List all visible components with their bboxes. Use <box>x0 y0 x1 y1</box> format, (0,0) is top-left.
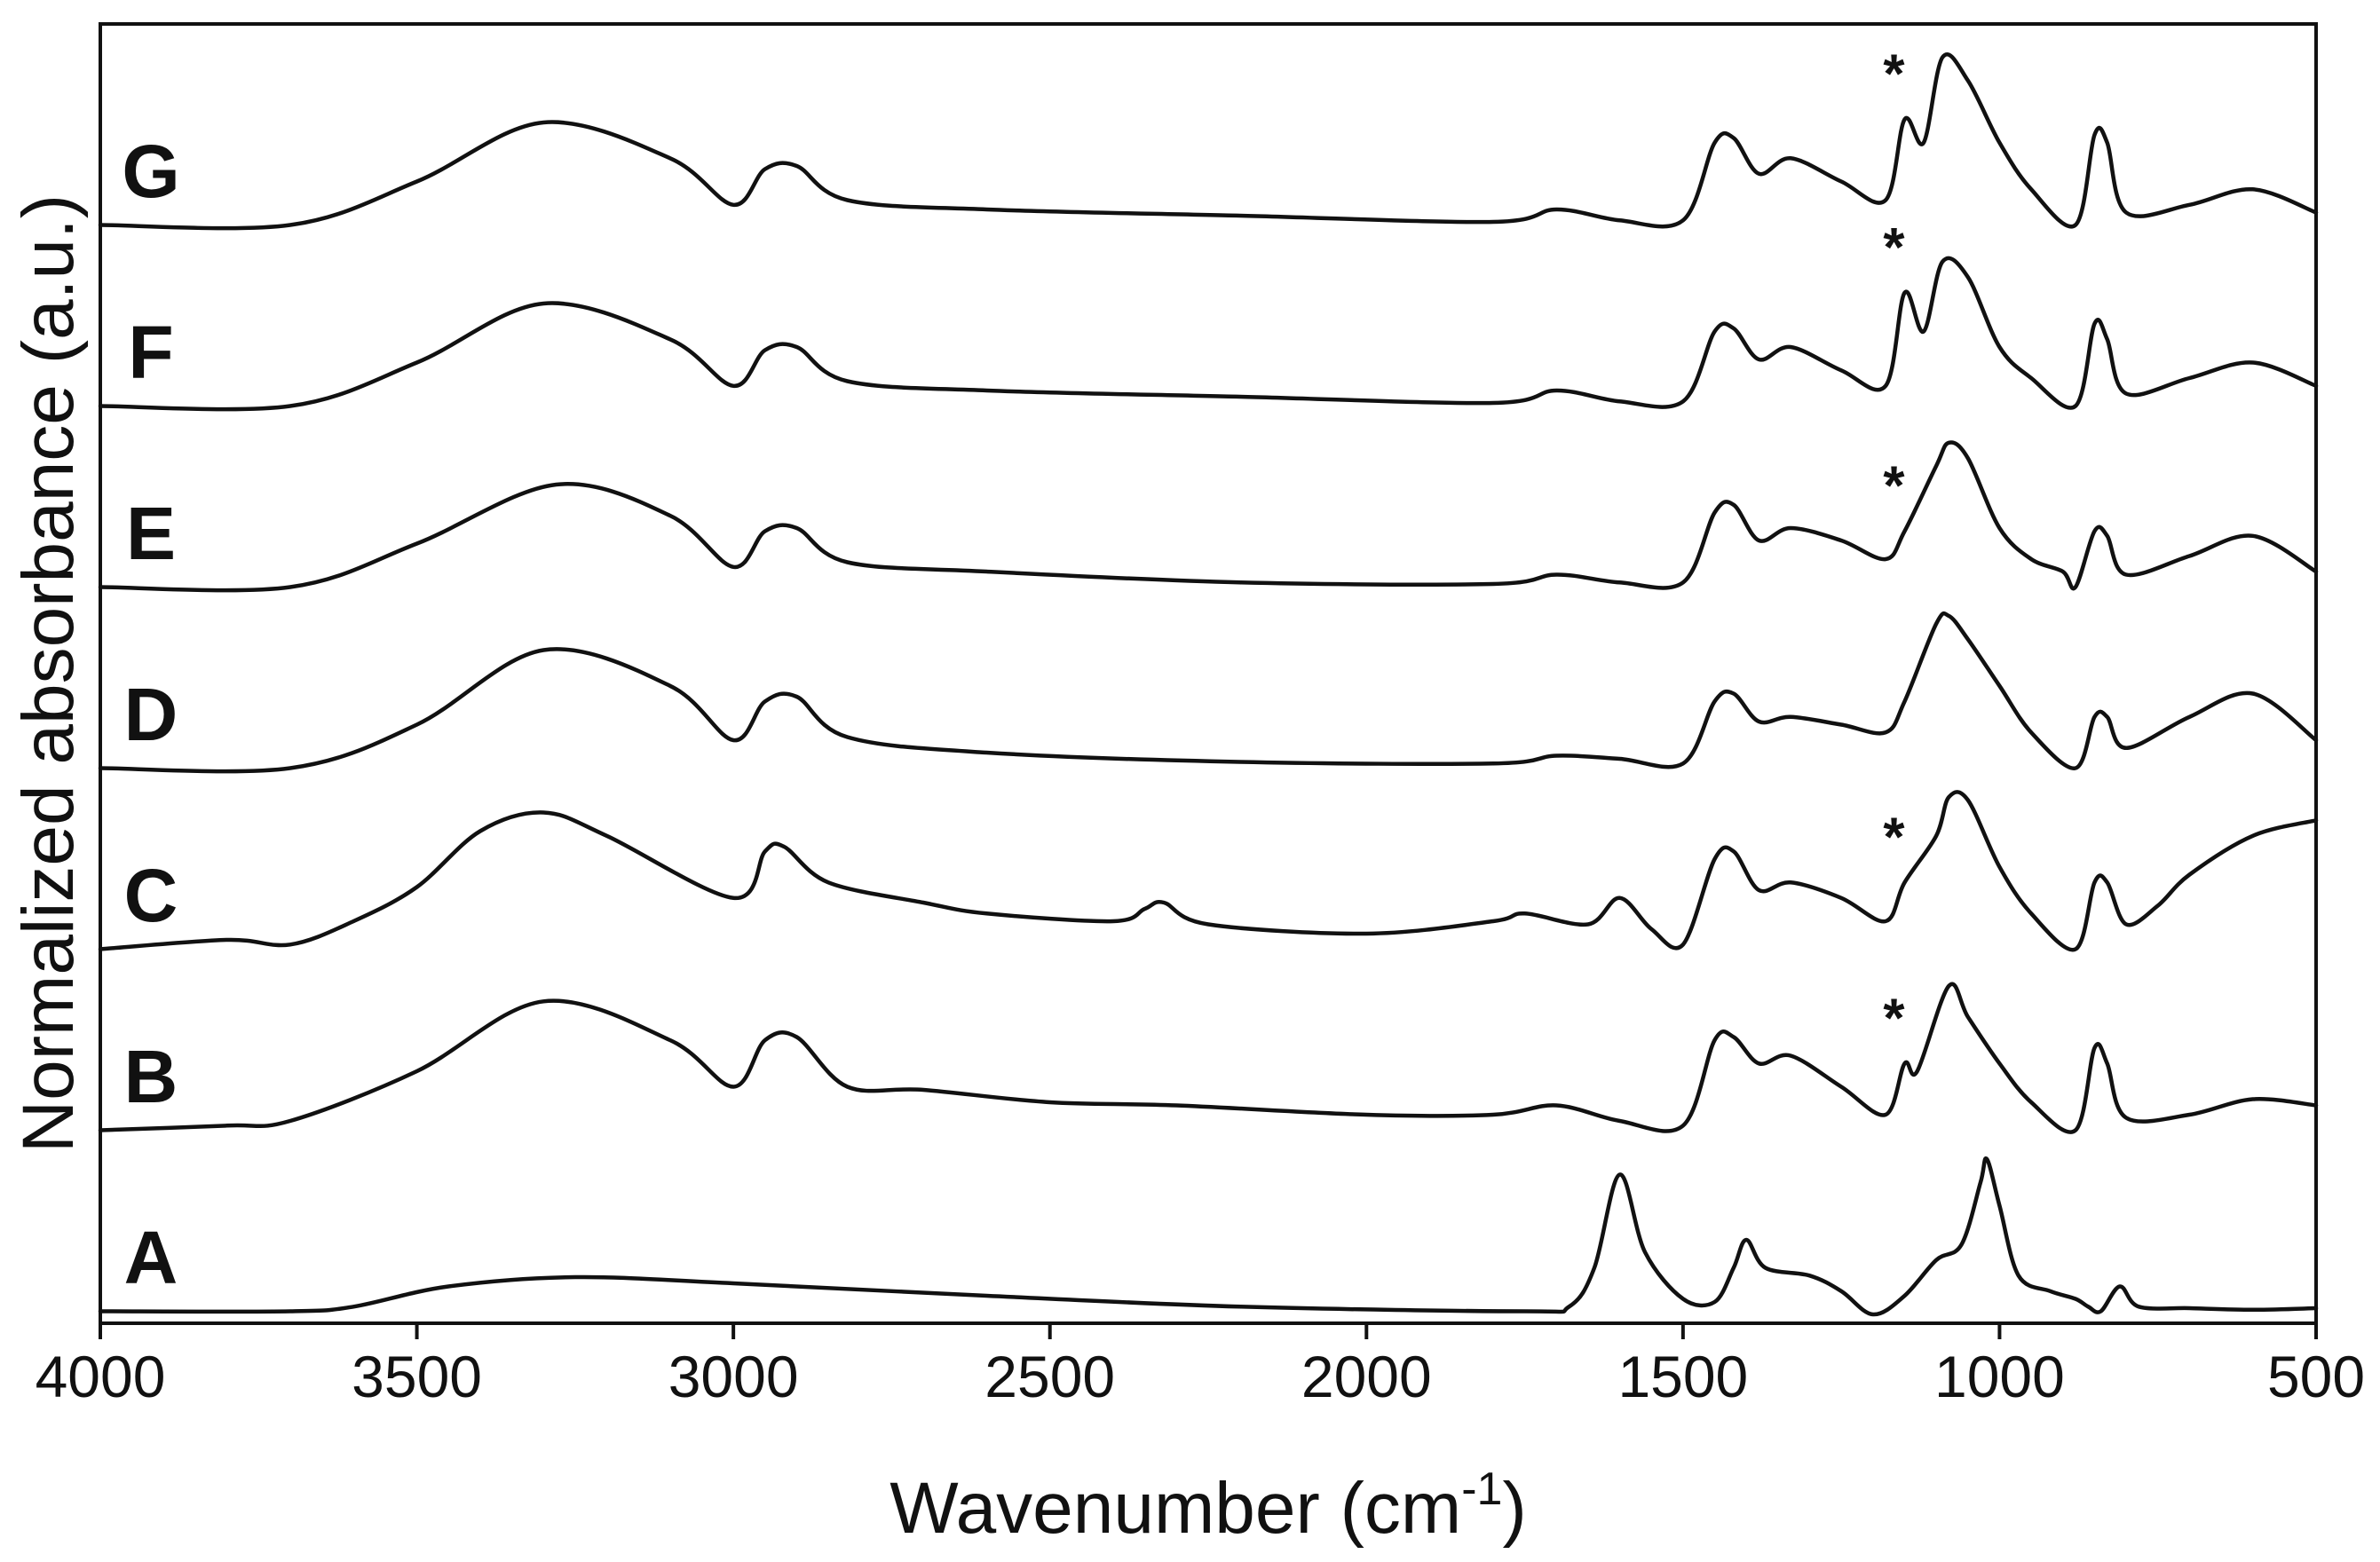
x-tick-label: 3500 <box>352 1344 482 1409</box>
peak-marker-G: * <box>1883 44 1905 106</box>
peak-markers: * * * * * <box>1883 44 1905 1050</box>
x-tick-label: 1500 <box>1617 1344 1748 1409</box>
spectrum-line-C <box>98 790 2319 952</box>
plot-frame <box>99 22 2318 1325</box>
x-tick-label: 500 <box>2267 1344 2365 1409</box>
peak-marker-F: * <box>1883 217 1905 279</box>
spectrum-line-E <box>98 440 2319 593</box>
spectrum-line-F <box>98 256 2319 412</box>
x-axis-ticks: 4000 3500 3000 2500 2000 1500 1000 500 <box>36 1323 2365 1409</box>
x-tick-label: 2000 <box>1301 1344 1432 1409</box>
spectrum-line-A <box>98 1156 2319 1317</box>
x-tick-label: 3000 <box>668 1344 799 1409</box>
series-label-A: A <box>124 1216 178 1299</box>
peak-marker-B: * <box>1883 988 1905 1049</box>
peak-marker-E: * <box>1883 456 1905 517</box>
y-axis-title: Normalized absorbance (a.u.) <box>8 194 89 1153</box>
x-axis-title: Wavenumber (cm-1) <box>890 1463 1527 1549</box>
series-label-E: E <box>126 492 176 575</box>
x-tick-label: 1000 <box>1934 1344 2065 1409</box>
spectrum-line-B <box>98 982 2319 1134</box>
series-label-C: C <box>124 854 178 937</box>
x-tick-label: 2500 <box>984 1344 1115 1409</box>
peak-marker-C: * <box>1883 807 1905 868</box>
series-label-B: B <box>124 1035 178 1118</box>
spectrum-line-G <box>98 52 2319 231</box>
series-label-G: G <box>122 130 179 213</box>
series-labels: A B C D E F G <box>122 130 179 1299</box>
x-axis-title-superscript: -1 <box>1461 1463 1502 1515</box>
x-axis-title-close: ) <box>1502 1468 1526 1549</box>
series-label-F: F <box>128 311 173 394</box>
spectrum-line-D <box>98 611 2319 774</box>
spectra-series <box>98 52 2319 1317</box>
x-tick-label: 4000 <box>36 1344 166 1409</box>
series-label-D: D <box>124 673 178 756</box>
